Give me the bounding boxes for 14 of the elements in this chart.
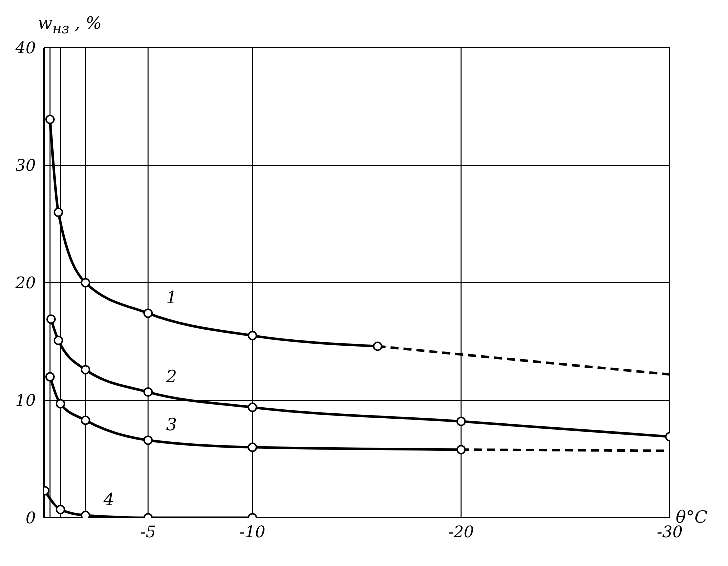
y-tick-label: 20 xyxy=(14,274,36,293)
series-label: 4 xyxy=(102,490,115,511)
y-tick-label: 0 xyxy=(26,508,36,528)
y-tick-label: 30 xyxy=(16,156,36,176)
x-tick-label: -10 xyxy=(240,522,266,542)
series-label: 3 xyxy=(166,415,178,436)
y-tick-label: 40 xyxy=(14,38,36,58)
x-tick-label: -20 xyxy=(448,522,474,542)
series-label: 1 xyxy=(166,288,178,309)
y-tick-label: 10 xyxy=(16,391,36,410)
y-axis-title: w$_{нз}$ , % xyxy=(38,14,102,38)
series-label: 2 xyxy=(165,367,178,388)
x-tick-label: -30 xyxy=(657,522,683,542)
x-tick-label: -5 xyxy=(140,522,156,542)
